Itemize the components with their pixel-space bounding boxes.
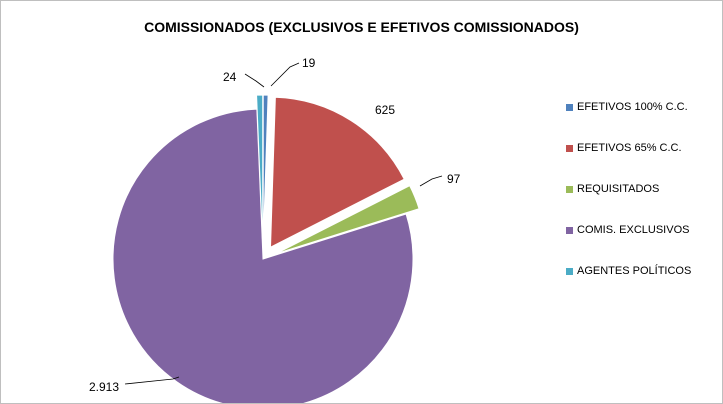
leader-line-comis-exclusivos xyxy=(124,376,180,385)
leader-line-efetivos-100-c-c xyxy=(270,62,300,87)
leader-line-agentes-politicos xyxy=(244,73,265,88)
legend-swatch xyxy=(566,267,573,275)
pie-slice-agentes-politicos xyxy=(256,94,264,246)
legend-label: EFETIVOS 65% C.C. xyxy=(577,142,682,154)
legend-item-efetivos-100-c-c: EFETIVOS 100% C.C. xyxy=(566,99,688,115)
pie-slice-efetivos-100-c-c xyxy=(262,94,269,246)
data-label-efetivos-100-c-c: 19 xyxy=(302,56,316,70)
legend-item-requisitados: REQUISITADOS xyxy=(566,181,659,197)
chart-title: COMISSIONADOS (EXCLUSIVOS E EFETIVOS COM… xyxy=(144,19,579,35)
pie-slice-comis-exclusivos xyxy=(112,108,414,403)
legend-swatch xyxy=(566,226,573,234)
leader-line-requisitados xyxy=(419,175,443,187)
legend-swatch xyxy=(566,185,573,193)
data-label-efetivos-65-c-c: 625 xyxy=(375,103,395,117)
legend-item-comis-exclusivos: COMIS. EXCLUSIVOS xyxy=(566,222,689,238)
legend-label: REQUISITADOS xyxy=(577,183,660,195)
data-label-requisitados: 97 xyxy=(447,172,461,186)
data-label-comis-exclusivos: 2.913 xyxy=(89,380,119,394)
pie-slice-requisitados xyxy=(275,185,420,255)
legend-label: AGENTES POLÍTICOS xyxy=(577,265,692,277)
legend-item-efetivos-65-c-c: EFETIVOS 65% C.C. xyxy=(566,140,682,156)
legend-item-agentes-politicos: AGENTES POLÍTICOS xyxy=(566,263,691,279)
legend-swatch xyxy=(566,103,573,111)
legend-label: COMIS. EXCLUSIVOS xyxy=(577,224,690,236)
legend-swatch xyxy=(566,144,573,152)
legend-label: EFETIVOS 100% C.C. xyxy=(577,101,688,113)
data-label-agentes-politicos: 24 xyxy=(223,70,237,84)
pie-slice-efetivos-65-c-c xyxy=(269,96,405,249)
